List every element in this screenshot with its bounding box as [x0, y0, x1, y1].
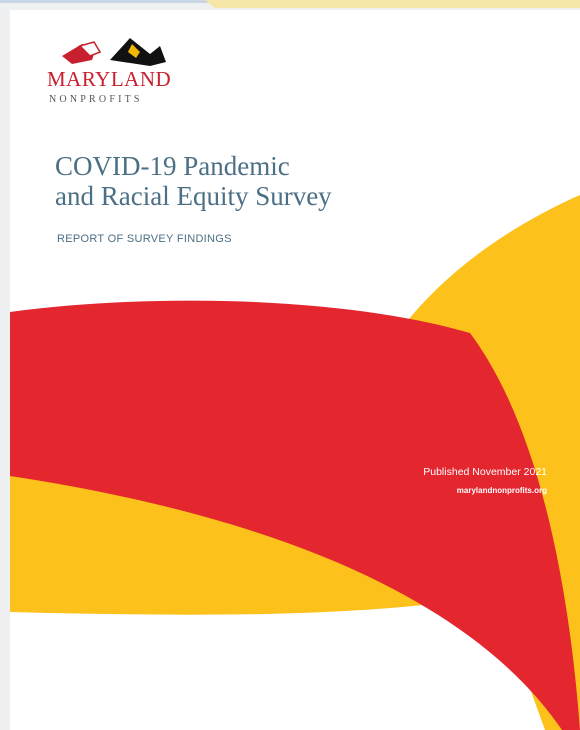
logo-flag-yellow	[128, 44, 140, 58]
published-date: Published November 2021	[423, 466, 547, 478]
logo-flag-white	[78, 41, 102, 57]
subtitle: REPORT OF SURVEY FINDINGS	[57, 233, 232, 245]
red-band	[10, 300, 580, 730]
title-line: COVID-19 Pandemic	[55, 151, 290, 181]
logo-tagline: NONPROFITS	[49, 94, 143, 105]
website: marylandnonprofits.org	[457, 486, 547, 495]
title-line: and Racial Equity Survey	[55, 181, 332, 211]
logo-name: MARYLAND	[47, 67, 171, 91]
logo: MARYLAND NONPROFITS	[47, 38, 171, 105]
top-strip	[205, 0, 580, 8]
yellow-swoosh-left	[10, 468, 462, 615]
